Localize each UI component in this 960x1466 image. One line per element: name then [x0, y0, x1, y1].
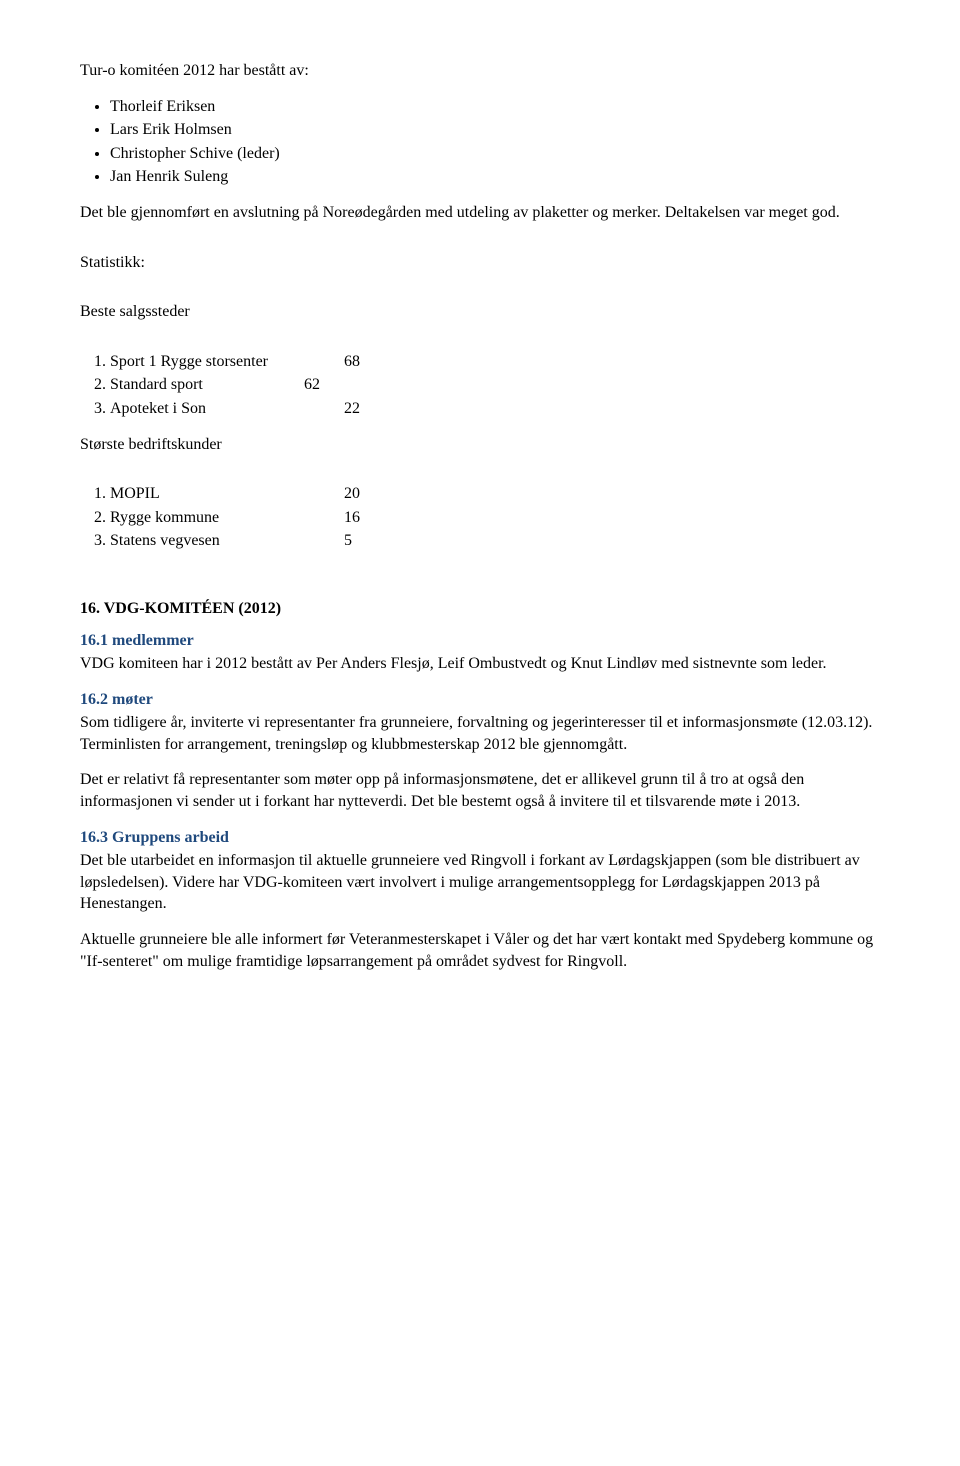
stats-heading: Statistikk: [80, 252, 880, 274]
list-item: Christopher Schive (leder) [110, 143, 880, 165]
section-16-2-body-1: Som tidligere år, inviterte vi represent… [80, 712, 880, 755]
list-item: MOPIL 20 [110, 483, 880, 505]
section-16-1-body: VDG komiteen har i 2012 bestått av Per A… [80, 653, 880, 675]
customer-value: 5 [344, 530, 384, 552]
sales-name: Sport 1 Rygge storsenter [110, 351, 340, 373]
list-item: Standard sport 62 [110, 374, 880, 396]
section-16-2-body-2: Det er relativt få representanter som mø… [80, 769, 880, 812]
intro-title: Tur-o komitéen 2012 har bestått av: [80, 60, 880, 82]
intro-paragraph: Det ble gjennomført en avslutning på Nor… [80, 202, 880, 224]
sales-value: 68 [344, 351, 384, 373]
section-16-3-heading: 16.3 Gruppens arbeid [80, 827, 880, 849]
sales-name: Apoteket i Son [110, 398, 340, 420]
section-16-3-body-2: Aktuelle grunneiere ble alle informert f… [80, 929, 880, 972]
section-16-3-body-1: Det ble utarbeidet en informasjon til ak… [80, 850, 880, 915]
member-list: Thorleif Eriksen Lars Erik Holmsen Chris… [110, 96, 880, 188]
customers-list: MOPIL 20 Rygge kommune 16 Statens vegves… [110, 483, 880, 552]
section-16-heading: 16. VDG-KOMITÉEN (2012) [80, 598, 880, 620]
section-16-2-heading: 16.2 møter [80, 689, 880, 711]
list-item: Rygge kommune 16 [110, 507, 880, 529]
list-item: Lars Erik Holmsen [110, 119, 880, 141]
customer-name: Statens vegvesen [110, 530, 340, 552]
sales-value: 22 [344, 398, 384, 420]
customer-value: 20 [344, 483, 384, 505]
customer-name: MOPIL [110, 483, 340, 505]
sales-list: Sport 1 Rygge storsenter 68 Standard spo… [110, 351, 880, 420]
customers-heading: Største bedriftskunder [80, 434, 880, 456]
customer-value: 16 [344, 507, 384, 529]
list-item: Sport 1 Rygge storsenter 68 [110, 351, 880, 373]
section-16-1-heading: 16.1 medlemmer [80, 630, 880, 652]
sales-name: Standard sport [110, 374, 300, 396]
list-item: Statens vegvesen 5 [110, 530, 880, 552]
sales-value: 62 [304, 374, 344, 396]
list-item: Apoteket i Son 22 [110, 398, 880, 420]
sales-heading: Beste salgssteder [80, 301, 880, 323]
list-item: Jan Henrik Suleng [110, 166, 880, 188]
list-item: Thorleif Eriksen [110, 96, 880, 118]
customer-name: Rygge kommune [110, 507, 340, 529]
